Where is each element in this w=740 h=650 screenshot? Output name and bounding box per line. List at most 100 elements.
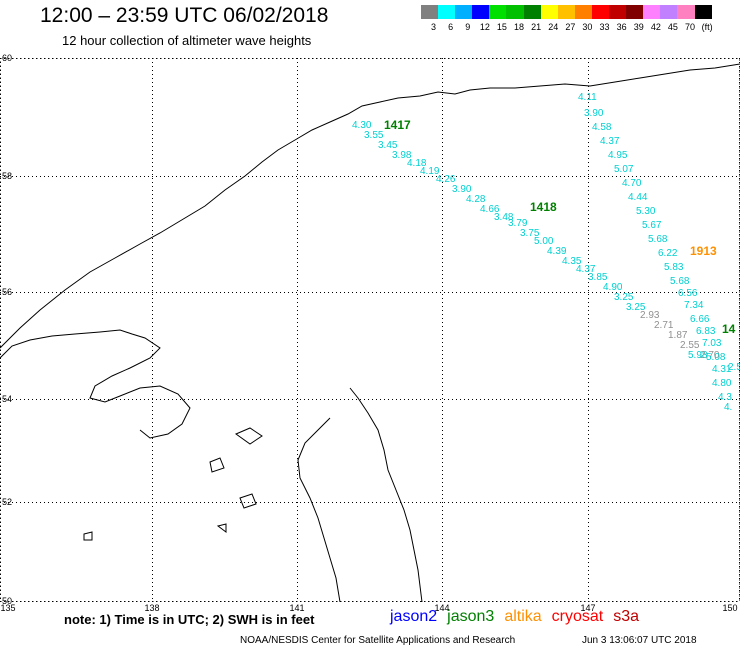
swh-value: 4.31 [712,364,732,375]
legend-swatch [540,5,558,19]
swh-value: 3.48 [494,212,514,223]
legend-label: 9 [465,22,471,32]
swh-value: 4.39 [547,246,567,257]
swh-value: 4.37 [576,264,596,275]
latitude-tick: 58 [2,171,13,181]
legend-label: 30 [582,22,593,32]
longitude-tick: 150 [722,603,738,613]
swh-value: 2.70 [700,350,720,361]
legend-label: 3 [431,22,437,32]
legend-swatch [643,5,661,19]
swh-value: 2.5 [728,362,740,373]
swh-value: 3.85 [588,272,608,283]
legend-swatch [609,5,627,19]
swh-value: 4.3 [718,392,732,403]
coastline-okhotsk-south [0,329,191,439]
swh-value: 4. [724,402,733,413]
legend-label: 12 [479,22,490,32]
latitude-tick: 60 [2,53,13,63]
legend-swatch [421,5,439,19]
satellite-legend: jason2 jason3 altika cryosat s3a [390,608,649,626]
swh-value: 5.67 [642,220,662,231]
legend-swatch [591,5,610,19]
map-area: 60 58 56 54 52 50 4.30 3.55 3.45 3.98 4.18 4.19 4.2… [0,53,740,606]
legend-label: 18 [514,22,525,32]
color-legend [421,5,712,19]
satellite-name: cryosat [551,608,604,625]
latitude-tick: 52 [2,497,13,507]
legend-swatch [626,5,644,19]
longitude-tick: 138 [144,603,160,613]
swh-value: 5.68 [648,234,668,245]
satellite-name: jason2 [390,608,438,625]
swh-value: 5.83 [664,262,684,273]
swh-value: 1.87 [668,330,688,341]
timestamp-text: Jun 3 13:06:07 UTC 2018 [582,635,697,646]
swh-value: 5.08 [706,352,726,363]
map-title: 12:00 – 23:59 UTC 06/02/2018 [40,4,329,27]
pass-label: 1913 [690,244,717,258]
swh-value: 4.58 [592,122,612,133]
map-canvas [0,58,740,602]
swh-value: 7.34 [684,300,704,311]
swh-value: 7.03 [702,338,722,349]
legend-swatch [677,5,695,19]
legend-swatch [523,5,541,19]
swh-value: 2.55 [680,340,700,351]
legend-label: 39 [633,22,644,32]
swh-value: 3.98 [392,150,412,161]
swh-value: 6.56 [678,288,698,299]
legend-swatch [455,5,473,19]
footnote: note: 1) Time is in UTC; 2) SWH is in fe… [64,612,315,627]
swh-value: 5.00 [534,236,554,247]
latitude-tick: 56 [2,287,13,297]
swh-value: 3.79 [508,218,528,229]
swh-value: 4.37 [600,136,620,147]
swh-value: 4.66 [480,204,500,215]
swh-value: 5.30 [636,206,656,217]
legend-swatch [694,5,712,19]
swh-value: 3.25 [626,302,646,313]
swh-value: 5.68 [670,276,690,287]
swh-value: 4.11 [578,92,597,103]
swh-value: 6.66 [690,314,710,325]
longitude-tick: 141 [289,603,305,613]
legend-label: 21 [531,22,542,32]
coastline-kamchatka-siberia [0,63,740,349]
legend-label: 42 [650,22,661,32]
swh-value: 3.25 [614,292,634,303]
legend-label: 36 [616,22,627,32]
swh-value: 3.90 [584,108,604,119]
legend-label: 24 [548,22,559,32]
legend-swatch [472,5,490,19]
satellite-name: jason3 [447,608,495,625]
legend-swatch [489,5,507,19]
map-border [0,58,740,602]
swh-value: 3.45 [378,140,398,151]
swh-value: 4.18 [407,158,427,169]
legend-label: 15 [496,22,507,32]
swh-value: 5.07 [614,164,634,175]
legend-label: 27 [565,22,576,32]
islands [83,427,263,541]
swh-value: 5.98 [688,350,708,361]
coastline-sakhalin [297,387,423,602]
legend-label: 33 [599,22,610,32]
satellite-name: altika [504,608,542,625]
swh-value: 4.26 [436,174,456,185]
legend-swatch [438,5,456,19]
satellite-name: s3a [613,608,640,625]
swh-value: 4.44 [628,192,648,203]
legend-swatch [506,5,524,19]
swh-value: 6.22 [658,248,678,259]
swh-value: 2.93 [640,310,660,321]
legend-swatch [557,5,575,19]
swh-value: 4.70 [622,178,642,189]
pass-label: 1418 [530,200,557,214]
legend-swatch [574,5,592,19]
longitude-tick: 147 [580,603,596,613]
map-subtitle: 12 hour collection of altimeter wave hei… [62,33,312,48]
legend-label: 45 [667,22,678,32]
credit-text: NOAA/NESDIS Center for Satellite Applica… [240,635,516,646]
swh-value: 4.80 [712,378,732,389]
